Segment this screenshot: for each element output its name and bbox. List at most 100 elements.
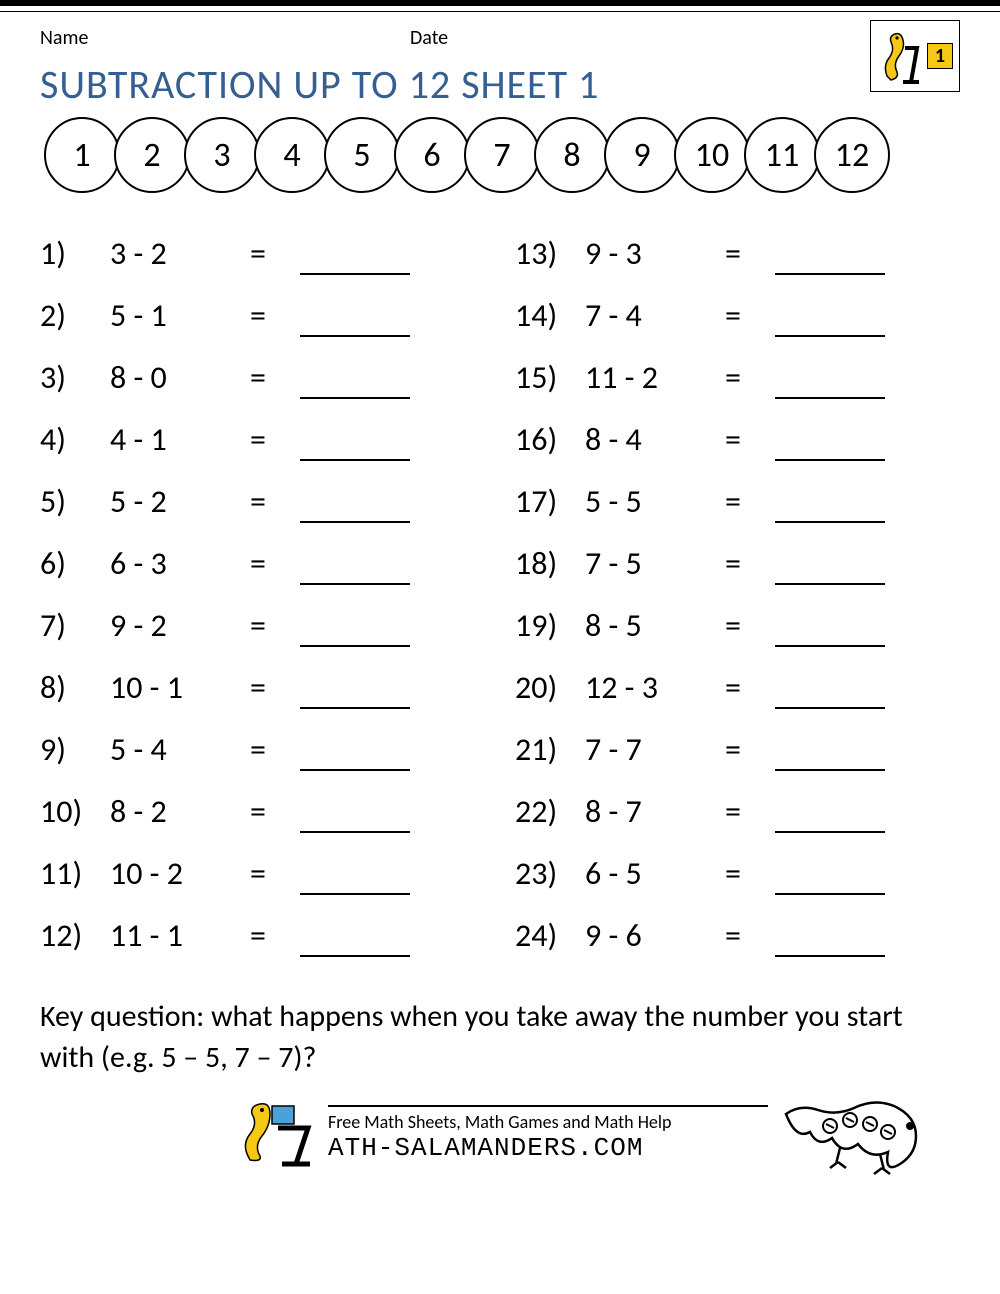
footer-salamander-icon (232, 1098, 312, 1168)
problem-number: 3) (40, 347, 110, 409)
answer-blank[interactable] (300, 857, 410, 895)
problem-expression: 9 - 3 (585, 223, 725, 285)
problem-row: 16)8 - 4= (515, 409, 960, 471)
footer-tagline: Free Math Sheets, Math Games and Math He… (328, 1111, 768, 1133)
footer-text-block: Free Math Sheets, Math Games and Math He… (328, 1103, 768, 1163)
equals-sign: = (725, 781, 775, 843)
answer-blank[interactable] (775, 795, 885, 833)
answer-blank[interactable] (775, 733, 885, 771)
problem-expression: 11 - 2 (585, 347, 725, 409)
problems-left-column: 1)3 - 2=2)5 - 1=3)8 - 0=4)4 - 1=5)5 - 2=… (40, 223, 485, 967)
footer-brand: ATH-SALAMANDERS.COM (328, 1133, 768, 1163)
problem-expression: 8 - 5 (585, 595, 725, 657)
problem-expression: 5 - 5 (585, 471, 725, 533)
problem-row: 21)7 - 7= (515, 719, 960, 781)
number-circle: 9 (604, 117, 680, 193)
problem-expression: 10 - 2 (110, 843, 250, 905)
problem-row: 18)7 - 5= (515, 533, 960, 595)
equals-sign: = (250, 843, 300, 905)
worksheet-title: SUBTRACTION UP TO 12 SHEET 1 (40, 60, 960, 109)
answer-blank[interactable] (775, 671, 885, 709)
number-circle: 10 (674, 117, 750, 193)
problem-row: 1)3 - 2= (40, 223, 485, 285)
problem-row: 14)7 - 4= (515, 285, 960, 347)
problem-number: 8) (40, 657, 110, 719)
problem-expression: 4 - 1 (110, 409, 250, 471)
equals-sign: = (250, 347, 300, 409)
number-circle: 7 (464, 117, 540, 193)
answer-blank[interactable] (775, 547, 885, 585)
problem-expression: 3 - 2 (110, 223, 250, 285)
worksheet-page: Name Date 1 SUBTRACTION UP TO 12 SHEET 1… (0, 16, 1000, 1188)
problem-expression: 7 - 5 (585, 533, 725, 595)
answer-blank[interactable] (775, 609, 885, 647)
problem-row: 8)10 - 1= (40, 657, 485, 719)
problem-expression: 8 - 4 (585, 409, 725, 471)
equals-sign: = (725, 533, 775, 595)
answer-blank[interactable] (775, 423, 885, 461)
problems-right-column: 13)9 - 3=14)7 - 4=15)11 - 2=16)8 - 4=17)… (515, 223, 960, 967)
problem-expression: 5 - 2 (110, 471, 250, 533)
answer-blank[interactable] (300, 485, 410, 523)
answer-blank[interactable] (300, 299, 410, 337)
problem-number: 4) (40, 409, 110, 471)
key-question: Key question: what happens when you take… (40, 997, 960, 1078)
equals-sign: = (725, 905, 775, 967)
problem-expression: 5 - 1 (110, 285, 250, 347)
answer-blank[interactable] (775, 919, 885, 957)
answer-blank[interactable] (300, 671, 410, 709)
problem-row: 22)8 - 7= (515, 781, 960, 843)
problems-container: 1)3 - 2=2)5 - 1=3)8 - 0=4)4 - 1=5)5 - 2=… (40, 223, 960, 967)
equals-sign: = (250, 595, 300, 657)
equals-sign: = (250, 223, 300, 285)
answer-blank[interactable] (775, 485, 885, 523)
problem-row: 24)9 - 6= (515, 905, 960, 967)
problem-number: 22) (515, 781, 585, 843)
equals-sign: = (250, 471, 300, 533)
header-row: Name Date (40, 26, 960, 50)
problem-expression: 12 - 3 (585, 657, 725, 719)
answer-blank[interactable] (775, 361, 885, 399)
problem-number: 17) (515, 471, 585, 533)
number-circle: 12 (814, 117, 890, 193)
problem-number: 11) (40, 843, 110, 905)
problem-number: 7) (40, 595, 110, 657)
problem-number: 14) (515, 285, 585, 347)
problem-row: 23)6 - 5= (515, 843, 960, 905)
problem-number: 18) (515, 533, 585, 595)
problem-row: 2)5 - 1= (40, 285, 485, 347)
problem-row: 20)12 - 3= (515, 657, 960, 719)
answer-blank[interactable] (300, 361, 410, 399)
answer-blank[interactable] (300, 237, 410, 275)
answer-blank[interactable] (300, 547, 410, 585)
answer-blank[interactable] (775, 857, 885, 895)
problem-row: 5)5 - 2= (40, 471, 485, 533)
problem-number: 13) (515, 223, 585, 285)
name-label: Name (40, 26, 410, 50)
problem-number: 12) (40, 905, 110, 967)
logo-box: 1 (870, 20, 960, 92)
answer-blank[interactable] (300, 919, 410, 957)
problem-expression: 8 - 2 (110, 781, 250, 843)
number-circle: 6 (394, 117, 470, 193)
problem-expression: 8 - 0 (110, 347, 250, 409)
equals-sign: = (250, 905, 300, 967)
answer-blank[interactable] (300, 609, 410, 647)
problem-row: 9)5 - 4= (40, 719, 485, 781)
problem-row: 4)4 - 1= (40, 409, 485, 471)
problem-row: 7)9 - 2= (40, 595, 485, 657)
equals-sign: = (725, 657, 775, 719)
answer-blank[interactable] (775, 237, 885, 275)
problem-number: 9) (40, 719, 110, 781)
problem-number: 20) (515, 657, 585, 719)
problem-expression: 7 - 7 (585, 719, 725, 781)
problem-number: 10) (40, 781, 110, 843)
answer-blank[interactable] (775, 299, 885, 337)
answer-blank[interactable] (300, 795, 410, 833)
problem-number: 5) (40, 471, 110, 533)
problem-expression: 7 - 4 (585, 285, 725, 347)
equals-sign: = (725, 719, 775, 781)
problem-number: 24) (515, 905, 585, 967)
answer-blank[interactable] (300, 733, 410, 771)
answer-blank[interactable] (300, 423, 410, 461)
